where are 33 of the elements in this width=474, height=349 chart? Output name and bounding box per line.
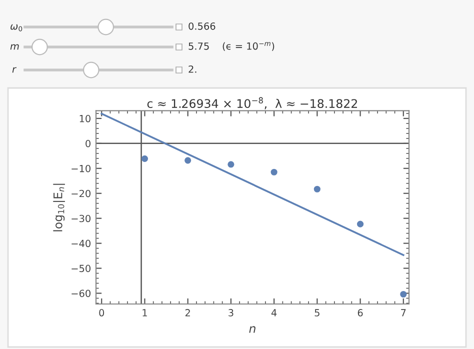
text: 5.75: [188, 42, 209, 50]
text: m: [10, 44, 19, 50]
y-tick-label: −20: [72, 190, 90, 198]
y-tick-label: −40: [72, 240, 90, 248]
text: 0.566: [188, 22, 216, 30]
x-tick-label: 4: [271, 309, 277, 316]
y-tick-label: −10: [72, 164, 90, 172]
x-tick-label: 1: [142, 309, 147, 316]
y-tick-label: 0: [86, 140, 90, 148]
y-tick-label: −60: [72, 290, 90, 298]
point: [228, 161, 234, 168]
x-tick-label: 3: [228, 309, 234, 316]
text: 2.: [188, 65, 196, 73]
point: [314, 186, 320, 192]
point: [356, 220, 364, 228]
x-axis-title: n: [249, 326, 256, 333]
point: [270, 168, 278, 176]
point: [184, 157, 192, 164]
point: [400, 290, 407, 298]
x-tick-label: 2: [185, 309, 190, 316]
y-tick-label: −30: [72, 214, 90, 222]
text: (ϵ = 10$^{−m}$): [222, 42, 274, 51]
y-tick-label: −50: [72, 264, 90, 272]
y-tick-label: 10: [80, 114, 90, 122]
x-tick-label: 6: [358, 309, 363, 316]
y-axis-title: log$_{10}$|E$_{n}$|: [53, 184, 65, 232]
x-tick-label: 5: [314, 309, 320, 316]
x-tick-label: 7: [401, 309, 406, 316]
chart-title: c ≈ 1.26934 × 10$^{−8}$, λ ≈ −18.1822: [147, 97, 357, 110]
text: ω$_{0}$: [10, 24, 22, 32]
text: r: [12, 67, 16, 73]
x-tick-label: 0: [99, 309, 104, 316]
point: [141, 155, 148, 162]
